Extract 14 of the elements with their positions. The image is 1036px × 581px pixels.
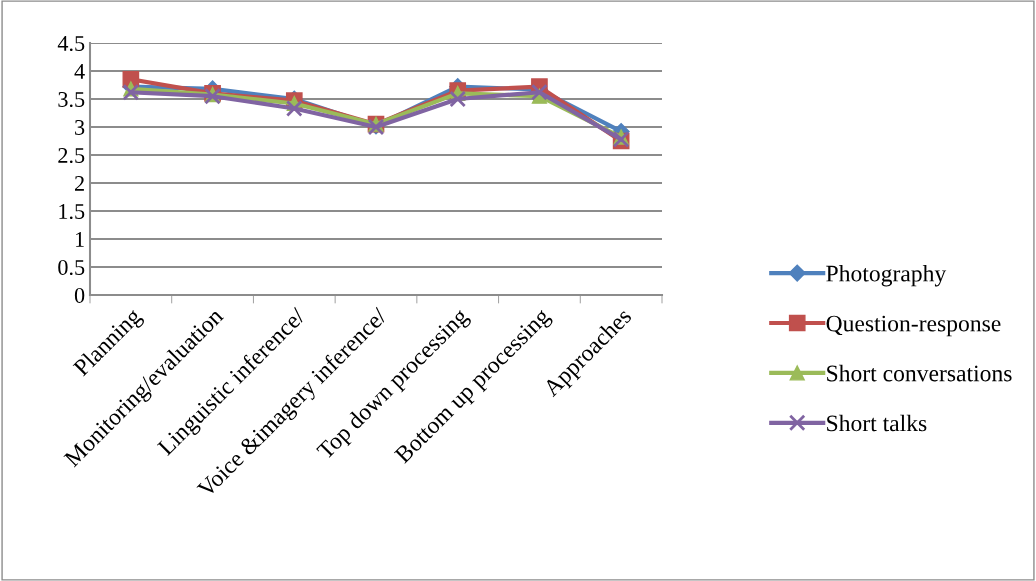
y-tick-label: 2 bbox=[75, 175, 84, 191]
y-tick-label: 4.5 bbox=[57, 36, 85, 52]
legend-label: Short talks bbox=[827, 414, 927, 432]
y-tick-label: 2.5 bbox=[58, 147, 85, 164]
legend-label: Short conversations bbox=[827, 364, 1012, 382]
y-tick-label: 0 bbox=[74, 287, 85, 303]
legend-label: Question-response bbox=[826, 315, 1001, 337]
y-tick-label: 1 bbox=[75, 232, 84, 247]
y-tick-label: 3.5 bbox=[58, 91, 85, 108]
y-tick-label: 3 bbox=[75, 119, 85, 135]
y-tick-label: 4 bbox=[74, 64, 85, 79]
legend-label: Photography bbox=[826, 264, 947, 287]
y-tick-label: 1.5 bbox=[59, 204, 85, 220]
y-tick-label: 0.5 bbox=[58, 259, 85, 276]
